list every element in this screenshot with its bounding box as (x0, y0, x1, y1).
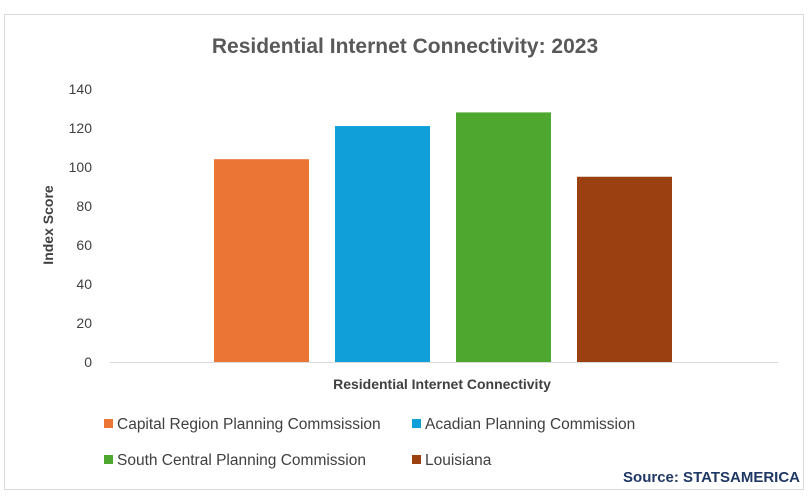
y-tick-label: 120 (69, 120, 93, 136)
y-tick-label: 60 (76, 237, 92, 253)
y-tick-label: 100 (69, 159, 93, 175)
y-axis-ticks: 0 20 40 60 80 100 120 140 (69, 81, 93, 370)
y-axis-label: Index Score (40, 185, 56, 265)
legend-item: Louisiana (412, 452, 492, 469)
bar (335, 126, 430, 362)
legend-swatch (104, 419, 113, 428)
source-note: Source: STATSAMERICA (623, 469, 800, 486)
legend-label: South Central Planning Commission (117, 452, 366, 469)
legend-label: Capital Region Planning Commsission (117, 416, 381, 433)
legend-swatch (412, 455, 421, 464)
y-tick-label: 80 (76, 198, 92, 214)
bar (456, 112, 551, 363)
bar (214, 159, 309, 362)
bars (214, 112, 672, 363)
legend-label: Louisiana (425, 452, 492, 469)
legend: Capital Region Planning Commsission Acadi… (104, 416, 635, 469)
y-tick-label: 20 (76, 315, 92, 331)
legend-swatch (412, 419, 421, 428)
y-tick-label: 0 (84, 354, 92, 370)
legend-item: Acadian Planning Commission (412, 416, 635, 433)
y-tick-label: 140 (69, 81, 93, 97)
x-axis-label: Residential Internet Connectivity (333, 376, 551, 392)
legend-label: Acadian Planning Commission (425, 416, 635, 433)
legend-item: Capital Region Planning Commsission (104, 416, 381, 433)
legend-swatch (104, 455, 113, 464)
chart-title: Residential Internet Connectivity: 2023 (212, 35, 598, 58)
y-tick-label: 40 (76, 276, 92, 292)
bar (577, 176, 672, 362)
legend-item: South Central Planning Commission (104, 452, 366, 469)
